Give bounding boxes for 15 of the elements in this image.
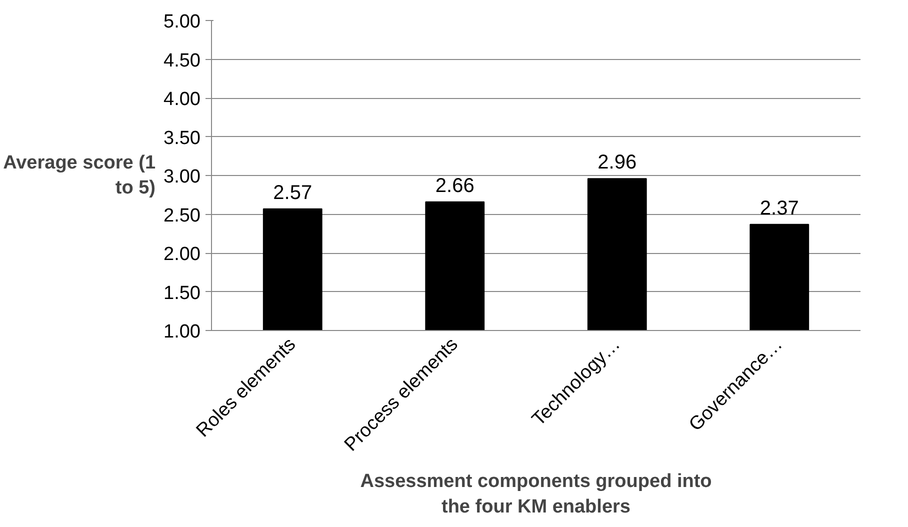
y-tick-label: 3.00 xyxy=(164,166,201,188)
data-label: 2.66 xyxy=(435,174,474,197)
data-label: 2.37 xyxy=(760,197,799,220)
y-tick-label: 2.00 xyxy=(164,244,201,265)
y-tick-label: 4.50 xyxy=(164,50,201,72)
x-axis-title: Assessment components grouped into the four KM enablers xyxy=(360,471,712,518)
y-tick-label: 4.00 xyxy=(164,89,201,110)
y-tick-label: 5.00 xyxy=(164,12,201,32)
y-tick-label: 2.50 xyxy=(164,205,201,226)
data-label: 2.96 xyxy=(598,152,637,174)
y-tick-label: 3.50 xyxy=(164,128,201,149)
y-tick-label: 1.00 xyxy=(164,322,201,342)
y-tick-label: 1.50 xyxy=(164,282,201,304)
data-label: 2.57 xyxy=(273,182,312,204)
y-axis-title: Average score (1 to 5) xyxy=(3,152,156,199)
